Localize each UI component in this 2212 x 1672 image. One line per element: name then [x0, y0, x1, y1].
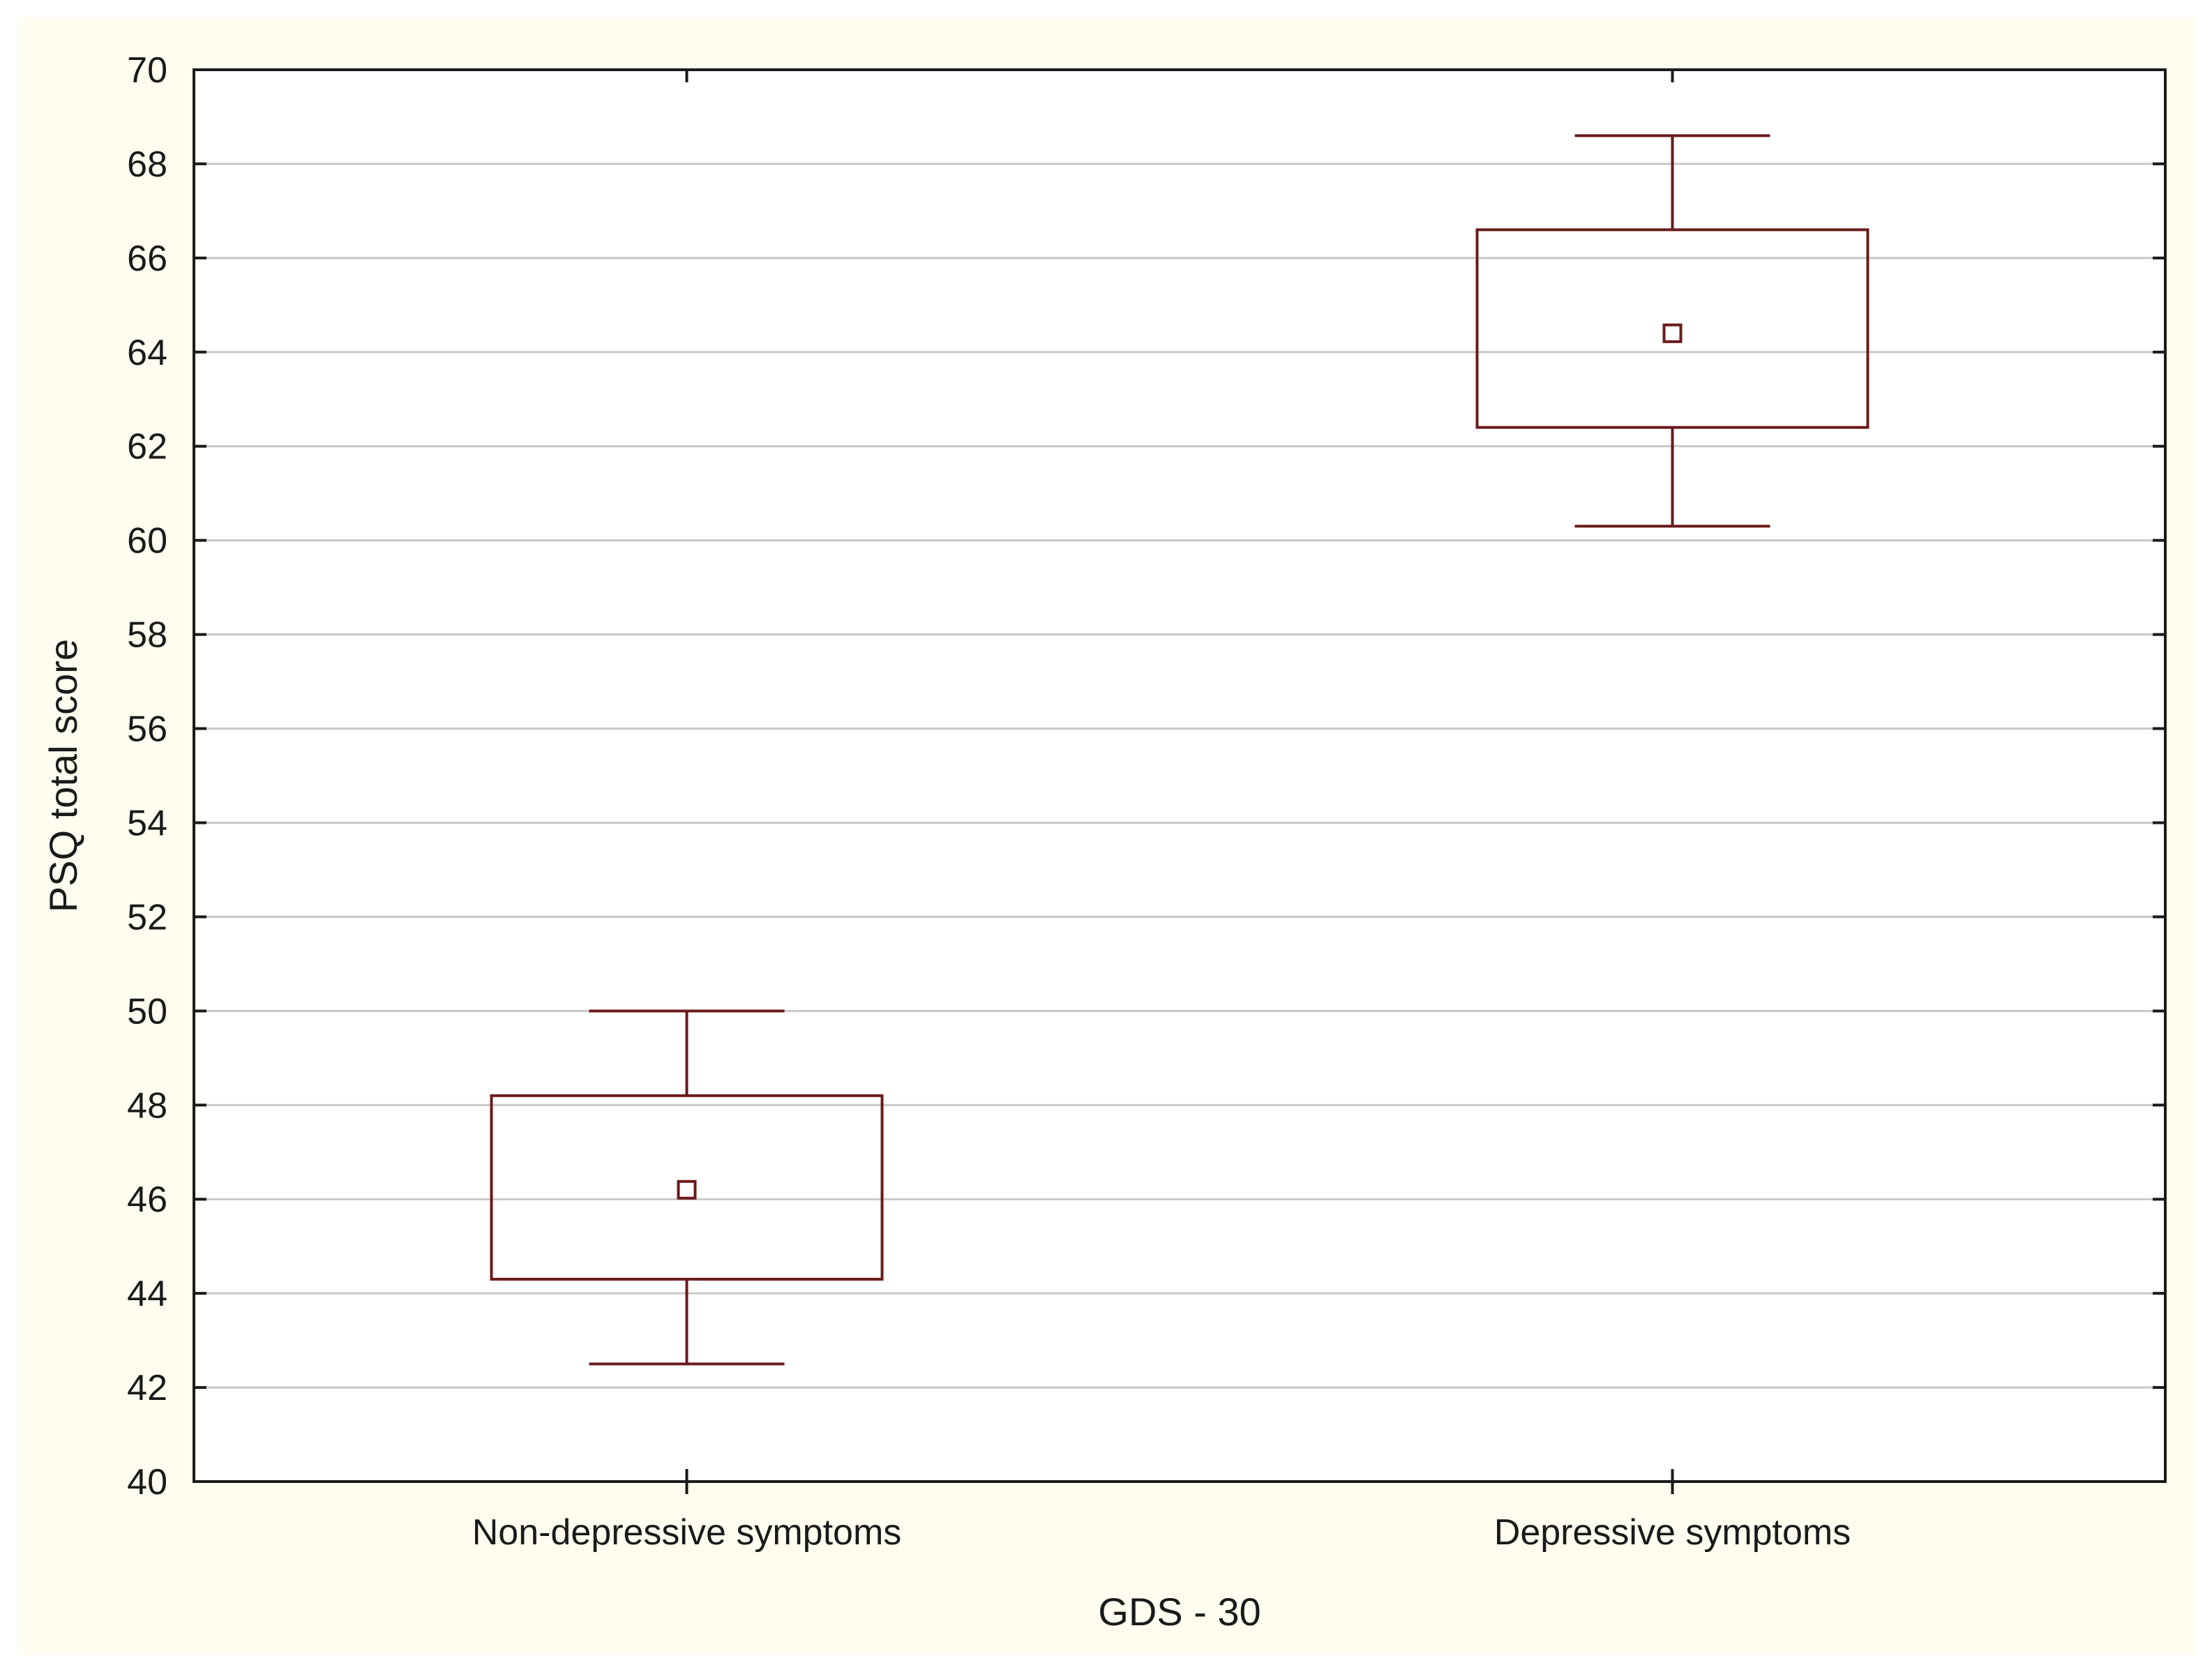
y-tick-label: 70 [127, 50, 167, 91]
plot-area [194, 70, 2165, 1482]
x-category-label: Non-depressive symptoms [472, 1512, 902, 1553]
y-axis-ticks: 40 42 44 46 48 50 52 54 56 58 60 62 64 66 68 70 [127, 50, 2165, 1502]
box-series [490, 134, 1869, 1366]
y-tick-label: 42 [127, 1368, 167, 1408]
x-category-labels: Non-depressive symptoms Depressive sympto… [472, 1512, 1851, 1553]
box [490, 1094, 884, 1281]
x-axis-title: GDS - 30 [1098, 1590, 1261, 1634]
y-tick-label: 44 [127, 1274, 167, 1314]
x-category-label: Depressive symptoms [1494, 1512, 1851, 1553]
grid-lines [194, 163, 2165, 1389]
mean-marker [677, 1180, 697, 1200]
y-axis-title: PSQ total score [41, 639, 85, 912]
y-tick-label: 52 [127, 897, 167, 937]
y-tick-label: 40 [127, 1462, 167, 1502]
y-tick-label: 50 [127, 991, 167, 1032]
y-tick-label: 46 [127, 1180, 167, 1220]
box [1475, 228, 1869, 429]
x-axis-ticks [685, 70, 1674, 1494]
mean-marker [1662, 323, 1683, 343]
y-tick-label: 62 [127, 427, 167, 467]
y-tick-label: 64 [127, 333, 167, 373]
plot-frame [193, 68, 2167, 1483]
box-group [490, 1009, 884, 1366]
y-tick-label: 48 [127, 1085, 167, 1126]
y-tick-label: 60 [127, 521, 167, 562]
y-tick-label: 66 [127, 239, 167, 279]
y-tick-label: 58 [127, 615, 167, 656]
y-tick-label: 54 [127, 803, 167, 843]
box-group [1475, 134, 1869, 528]
y-tick-label: 56 [127, 709, 167, 750]
y-tick-label: 68 [127, 144, 167, 185]
